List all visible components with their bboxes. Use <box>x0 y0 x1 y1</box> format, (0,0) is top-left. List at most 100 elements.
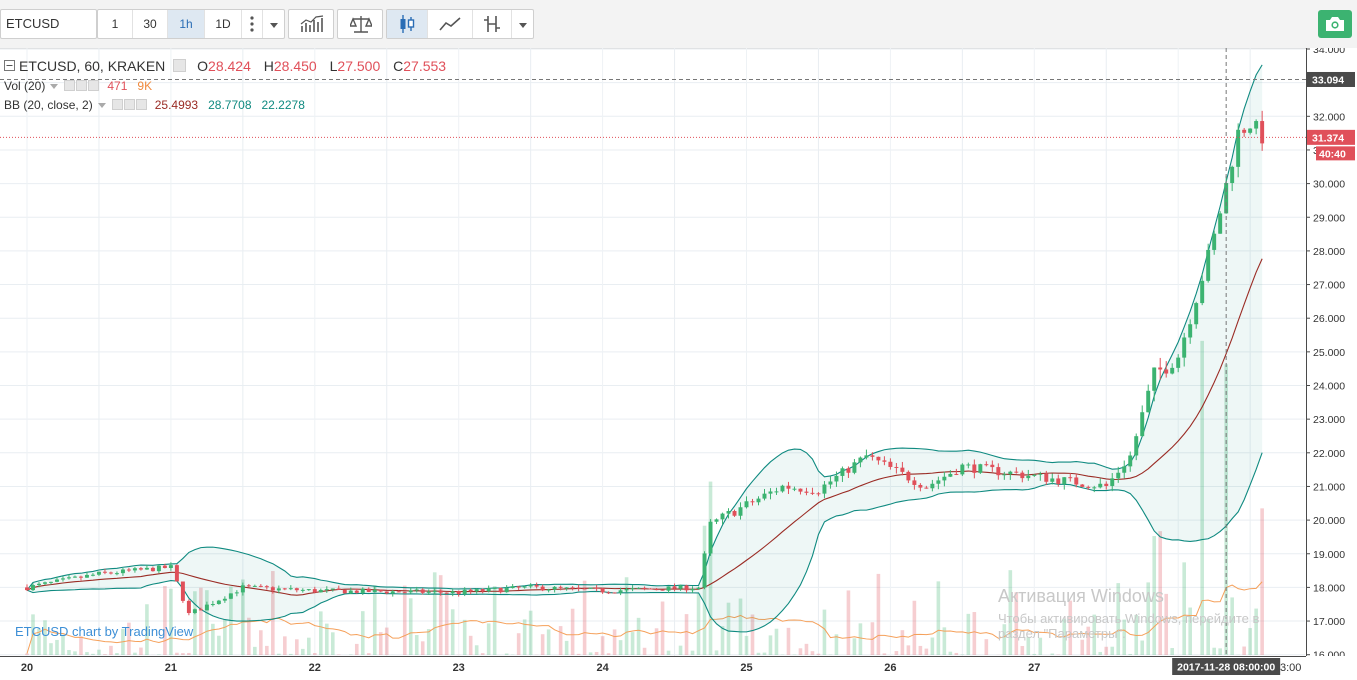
bb-settings-icon[interactable] <box>123 99 135 110</box>
compare-button[interactable] <box>337 9 383 39</box>
candle-body <box>984 464 989 466</box>
indicators-icon <box>300 15 324 32</box>
compare-icon <box>350 16 372 33</box>
candle-body <box>996 467 1001 476</box>
candle-body <box>132 568 137 571</box>
candle-body <box>282 588 287 590</box>
volume-bar <box>726 602 731 655</box>
high-value: 28.450 <box>273 58 317 74</box>
candle-body <box>55 579 59 582</box>
volume-bar <box>1104 646 1109 655</box>
volume-bar <box>696 593 701 655</box>
candle-body <box>942 476 947 481</box>
candle-body <box>198 609 203 611</box>
candle-body <box>708 521 713 554</box>
volume-bar <box>43 620 47 655</box>
low-value: 27.500 <box>337 58 381 74</box>
legend-bollinger: BB (20, close, 2) 25.4993 28.7708 22.2278 <box>0 96 305 114</box>
high-label: H <box>263 58 274 74</box>
more-intervals-button[interactable] <box>242 10 262 38</box>
volume-bar <box>546 629 551 655</box>
candle-body <box>504 588 509 593</box>
interval-dropdown-button[interactable] <box>263 10 285 38</box>
tradingview-credit-link[interactable]: ETCUSD chart by TradingView <box>15 624 194 639</box>
volume-remove-icon[interactable] <box>88 80 100 91</box>
candle-body <box>114 573 119 575</box>
volume-bar <box>1188 607 1192 655</box>
candle-body <box>894 466 899 468</box>
candle-body <box>288 588 293 590</box>
volume-bar <box>858 623 863 655</box>
time-tick-label: 24 <box>596 662 609 674</box>
candle-body <box>1014 471 1019 473</box>
candle-body <box>768 491 773 494</box>
volume-settings-icon[interactable] <box>76 80 88 91</box>
volume-bar <box>354 643 359 655</box>
chevron-down-icon[interactable] <box>97 103 106 108</box>
candle-body <box>390 591 395 594</box>
symbol-search-input[interactable]: ETCUSD <box>0 9 97 39</box>
volume-bar <box>1068 600 1073 655</box>
time-tick-label: 21 <box>165 662 177 674</box>
time-tick-label: 22 <box>309 662 321 674</box>
volume-bar <box>1110 646 1115 655</box>
candle-body <box>1134 436 1139 456</box>
candle-body <box>1206 249 1211 281</box>
volume-hide-icon[interactable] <box>64 80 76 91</box>
volume-bar <box>528 610 533 655</box>
indicators-button[interactable] <box>288 9 334 39</box>
candle-body <box>732 511 737 516</box>
replay-button[interactable] <box>473 10 511 38</box>
volume-bar <box>67 650 71 655</box>
collapse-legend-icon[interactable] <box>4 60 15 71</box>
time-scale[interactable]: 20 21 22 23 24 25 26 27 3:00 2017-11-28 08:00:00 <box>0 656 1357 680</box>
candle-body <box>252 585 257 587</box>
volume-bar <box>109 645 113 655</box>
line-style-button[interactable] <box>428 10 472 38</box>
candle-body <box>1026 475 1031 479</box>
price-scale[interactable]: 34.00033.00032.00031.00030.00029.00028.0… <box>1306 48 1357 662</box>
interval-30-button[interactable]: 30 <box>143 17 157 31</box>
candle-body <box>378 589 383 592</box>
candle-body <box>480 589 485 592</box>
volume-bar <box>1134 614 1139 655</box>
crosshair-time-bg <box>1172 658 1281 675</box>
candle-body <box>1170 367 1175 374</box>
candle-body <box>1128 455 1133 467</box>
snapshot-button[interactable] <box>1318 10 1352 38</box>
price-chart[interactable]: 34.00033.00032.00031.00030.00029.00028.0… <box>0 48 1357 680</box>
volume-bar <box>522 619 527 655</box>
volume-bar <box>1146 582 1151 655</box>
volume-bar <box>438 575 443 655</box>
volume-bar <box>564 640 569 655</box>
chevron-down-icon[interactable] <box>50 84 59 89</box>
volume-bar <box>187 652 191 655</box>
volume-bar <box>642 647 647 655</box>
bb-hide-icon[interactable] <box>111 99 123 110</box>
candle-body <box>216 600 221 605</box>
volume-bar <box>1206 619 1210 655</box>
bb-upper-line <box>26 64 1263 591</box>
candle-body <box>588 587 593 589</box>
candles-style-button[interactable] <box>387 10 427 38</box>
interval-1-button[interactable]: 1 <box>111 17 119 31</box>
candle-body <box>864 455 869 458</box>
more-dropdown-button[interactable] <box>512 10 534 38</box>
legend-settings-icon[interactable] <box>173 59 187 72</box>
candle-body <box>642 587 647 589</box>
volume-bar <box>738 598 743 655</box>
volume-bar <box>894 651 899 655</box>
candle-body <box>408 590 413 593</box>
bb-remove-icon[interactable] <box>135 99 147 110</box>
candle-body <box>1002 474 1007 476</box>
volume-bar <box>301 648 305 655</box>
candle-body <box>498 587 503 593</box>
interval-1d-button[interactable]: 1D <box>215 17 231 31</box>
interval-1h-button[interactable]: 1h <box>168 10 204 38</box>
candlesticks <box>25 110 1265 616</box>
candle-body <box>1140 412 1145 437</box>
candle-body <box>954 473 959 475</box>
volume-bar <box>690 650 695 655</box>
volume-bar <box>289 653 293 655</box>
candle-body <box>810 492 815 494</box>
